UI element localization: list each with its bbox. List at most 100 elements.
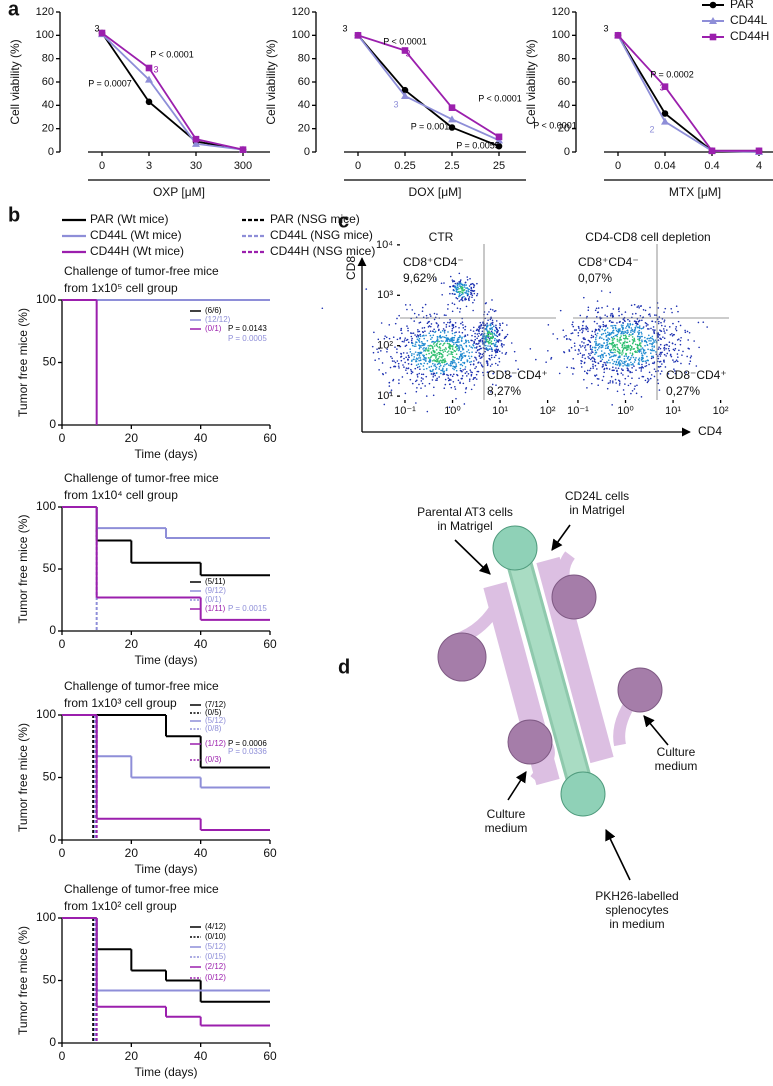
event-dot — [606, 347, 609, 349]
event-dot — [400, 327, 403, 330]
event-dot — [644, 379, 647, 382]
event-dot — [412, 358, 415, 361]
event-dot — [658, 389, 661, 391]
event-dot — [425, 359, 427, 361]
event-dot — [377, 351, 379, 353]
event-dot — [628, 335, 630, 337]
event-dot — [702, 321, 705, 323]
event-dot — [406, 352, 408, 354]
event-dot — [466, 359, 469, 362]
event-dot — [581, 324, 584, 327]
event-dot — [393, 365, 396, 368]
event-dot — [687, 347, 690, 350]
event-dot — [456, 297, 459, 300]
event-dot — [614, 349, 617, 351]
event-dot — [667, 372, 670, 375]
event-dot — [463, 295, 465, 298]
event-dot — [641, 333, 643, 335]
event-dot — [689, 360, 692, 362]
event-dot — [378, 358, 380, 360]
event-dot — [467, 339, 470, 342]
event-dot — [475, 358, 478, 361]
event-dot — [490, 324, 492, 327]
event-dot — [409, 378, 412, 381]
y-tick-label: 20 — [42, 123, 54, 135]
event-dot — [454, 350, 457, 353]
event-dot — [623, 362, 625, 365]
event-dot — [622, 332, 624, 335]
event-dot — [433, 328, 435, 331]
event-dot — [589, 346, 592, 348]
event-dot — [685, 371, 688, 374]
event-dot — [632, 364, 634, 366]
event-dot — [456, 344, 459, 347]
event-dot — [680, 336, 682, 339]
event-dot — [571, 323, 574, 326]
event-dot — [418, 347, 421, 350]
event-dot — [673, 333, 675, 336]
diagram-label: splenocytes — [605, 903, 668, 917]
event-dot — [631, 377, 633, 380]
event-dot — [649, 315, 652, 317]
event-dot — [453, 303, 456, 306]
data-line — [617, 34, 760, 153]
event-dot — [416, 373, 419, 376]
event-dot — [450, 360, 453, 363]
event-dot — [381, 362, 384, 364]
event-dot — [458, 346, 461, 348]
y-tick-label: 40 — [298, 99, 310, 111]
chip-diagram — [437, 524, 669, 881]
event-dot — [657, 307, 660, 309]
event-dot — [464, 292, 467, 294]
event-dot — [659, 347, 662, 350]
event-dot — [451, 337, 454, 339]
event-dot — [450, 379, 452, 381]
y-tick-label: 0 — [49, 623, 56, 637]
event-dot — [618, 363, 621, 366]
event-dot — [606, 343, 609, 346]
event-dot — [654, 339, 657, 341]
event-dot — [454, 341, 456, 344]
event-dot — [684, 329, 686, 332]
event-dot — [606, 315, 608, 318]
event-dot — [436, 335, 439, 338]
event-dot — [436, 341, 439, 343]
event-dot — [625, 355, 628, 357]
event-dot — [420, 373, 423, 376]
event-dot — [634, 326, 637, 329]
event-dot — [495, 341, 497, 344]
event-dot — [638, 329, 641, 332]
event-dot — [673, 368, 675, 370]
event-dot — [473, 384, 476, 386]
event-dot — [591, 330, 594, 333]
event-dot — [472, 326, 475, 329]
event-dot — [651, 337, 653, 340]
event-dot — [592, 365, 594, 368]
data-point — [98, 29, 106, 37]
event-dot — [658, 316, 661, 318]
annotation: P = 0.0005 — [228, 334, 267, 343]
y-tick-label: 100 — [36, 29, 54, 41]
event-dot — [631, 348, 633, 350]
event-dot — [665, 343, 668, 346]
event-dot — [650, 374, 653, 376]
event-dot — [654, 370, 657, 373]
event-dot — [599, 326, 602, 329]
event-dot — [383, 337, 386, 340]
event-dot — [587, 328, 589, 330]
event-dot — [626, 357, 629, 360]
quadrant-label: 9,62% — [403, 271, 437, 285]
event-dot — [490, 343, 493, 345]
event-dot — [638, 377, 640, 380]
event-dot — [427, 357, 430, 359]
y-tick-label: 100 — [552, 29, 570, 41]
event-dot — [443, 348, 445, 351]
event-dot — [444, 329, 446, 332]
event-dot — [679, 339, 682, 342]
event-dot — [569, 339, 572, 341]
event-dot — [601, 306, 603, 309]
event-dot — [434, 353, 436, 356]
event-dot — [452, 326, 455, 329]
event-dot — [417, 336, 420, 338]
event-dot — [606, 305, 609, 307]
